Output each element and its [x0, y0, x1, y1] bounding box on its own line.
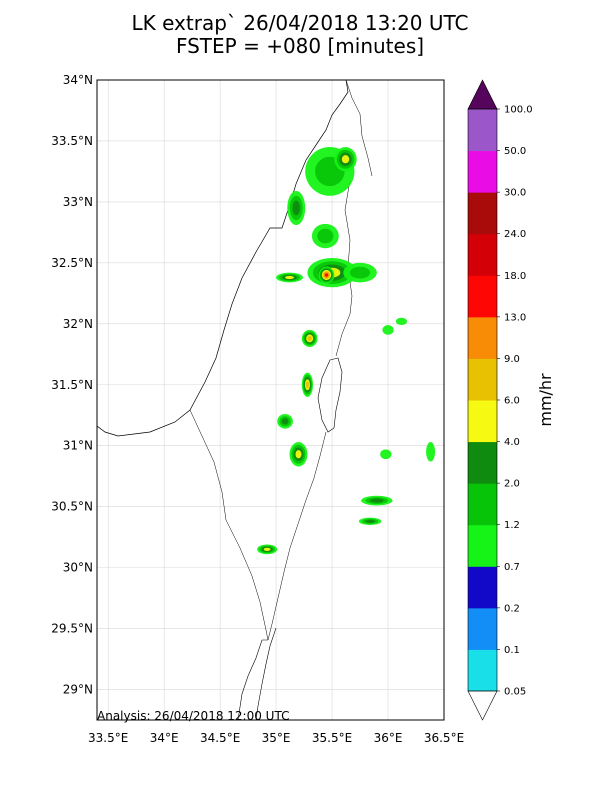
precip-cell: [324, 273, 329, 277]
lon-tick-label: 33.5°E: [88, 731, 128, 745]
colorbar-segment: [468, 441, 497, 484]
colorbar-segment: [468, 524, 497, 567]
lat-tick-label: 30°N: [63, 561, 93, 575]
colorbar-level-label: 24.0: [504, 229, 526, 240]
lat-tick-label: 32.5°N: [51, 256, 93, 270]
colorbar-segment: [468, 316, 497, 359]
lon-tick-label: 36.5°E: [424, 731, 464, 745]
precip-cell: [380, 449, 392, 460]
lat-tick-label: 29°N: [63, 683, 93, 697]
colorbar-level-label: 4.0: [504, 437, 520, 448]
precip-cell: [426, 442, 436, 462]
colorbar-over-arrow: [467, 79, 498, 110]
precip-cell: [317, 228, 334, 244]
precip-cell: [305, 381, 309, 389]
colorbar-level-label: 0.2: [504, 603, 520, 614]
colorbar-segment: [468, 400, 497, 443]
axis-tick-labels: 34°N 33.5°N 33°N 32.5°N 32°N 31.5°N 31°N 30.5°N…: [51, 73, 464, 745]
lon-tick-label: 34.5°E: [200, 731, 240, 745]
colorbar-level-label: 18.0: [504, 271, 526, 282]
colorbar-level-label: 0.7: [504, 562, 520, 573]
analysis-time: Analysis: 26/04/2018 12:00 UTC: [97, 709, 290, 723]
lat-tick-label: 31.5°N: [51, 378, 93, 392]
precip-cell: [263, 547, 271, 551]
precip-cell: [349, 266, 371, 279]
colorbar-segment: [468, 275, 497, 318]
colorbar-segment: [468, 649, 497, 692]
lon-tick-label: 35°E: [262, 731, 291, 745]
precip-cell: [382, 325, 394, 335]
map-frame: [96, 79, 445, 721]
precip-cell: [365, 519, 375, 523]
colorbar-level-label: 13.0: [504, 312, 526, 323]
colorbar-level-label: 0.05: [504, 687, 526, 698]
precip-cell: [307, 336, 312, 341]
colorbar-segment: [468, 233, 497, 276]
colorbar-segment: [468, 483, 497, 526]
colorbar-level-label: 100.0: [504, 105, 533, 116]
colorbar-level-label: 50.0: [504, 146, 526, 157]
colorbar-under-arrow: [467, 690, 498, 721]
lon-tick-label: 34°E: [150, 731, 179, 745]
colorbar-level-label: 2.0: [504, 479, 520, 490]
lat-tick-label: 30.5°N: [51, 500, 93, 514]
precip-cell: [292, 200, 301, 216]
lat-tick-label: 33.5°N: [51, 134, 93, 148]
precip-cell: [285, 275, 295, 280]
colorbar-segment: [468, 607, 497, 650]
colorbar-level-label: 9.0: [504, 354, 520, 365]
title-line-2: FSTEP = +080 [minutes]: [175, 34, 425, 58]
precip-cell: [341, 155, 350, 164]
lat-tick-label: 29.5°N: [51, 622, 93, 636]
map-title: LK extrap` 26/04/2018 13:20 UTC FSTEP = …: [0, 12, 600, 58]
precip-cell: [395, 317, 408, 326]
colorbar: 0.05 0.1 0.2 0.7 1.2 2.0 4.0 6.0 9.0 13.0 18.0 24.0…: [467, 79, 533, 721]
colorbar-segment: [468, 566, 497, 609]
colorbar-segment: [468, 192, 497, 235]
precip-cell: [295, 450, 302, 459]
precip-cell: [281, 418, 289, 425]
colorbar-segment: [468, 358, 497, 401]
lat-tick-label: 34°N: [63, 73, 93, 87]
lon-tick-label: 35.5°E: [312, 731, 352, 745]
colorbar-segment: [468, 150, 497, 193]
precip-cell: [370, 498, 384, 503]
title-line-1: LK extrap` 26/04/2018 13:20 UTC: [131, 11, 469, 35]
map-gridlines: [97, 80, 444, 720]
precip-cells: [257, 147, 436, 555]
colorbar-level-label: 6.0: [504, 396, 520, 407]
lat-tick-label: 33°N: [63, 195, 93, 209]
lat-tick-label: 31°N: [63, 439, 93, 453]
colorbar-unit-label: mm/hr: [536, 373, 555, 427]
lon-tick-label: 36°E: [374, 731, 403, 745]
colorbar-level-label: 1.2: [504, 520, 520, 531]
colorbar-level-label: 30.0: [504, 188, 526, 199]
colorbar-level-label: 0.1: [504, 645, 520, 656]
colorbar-segment: [468, 109, 497, 152]
lat-tick-label: 32°N: [63, 317, 93, 331]
